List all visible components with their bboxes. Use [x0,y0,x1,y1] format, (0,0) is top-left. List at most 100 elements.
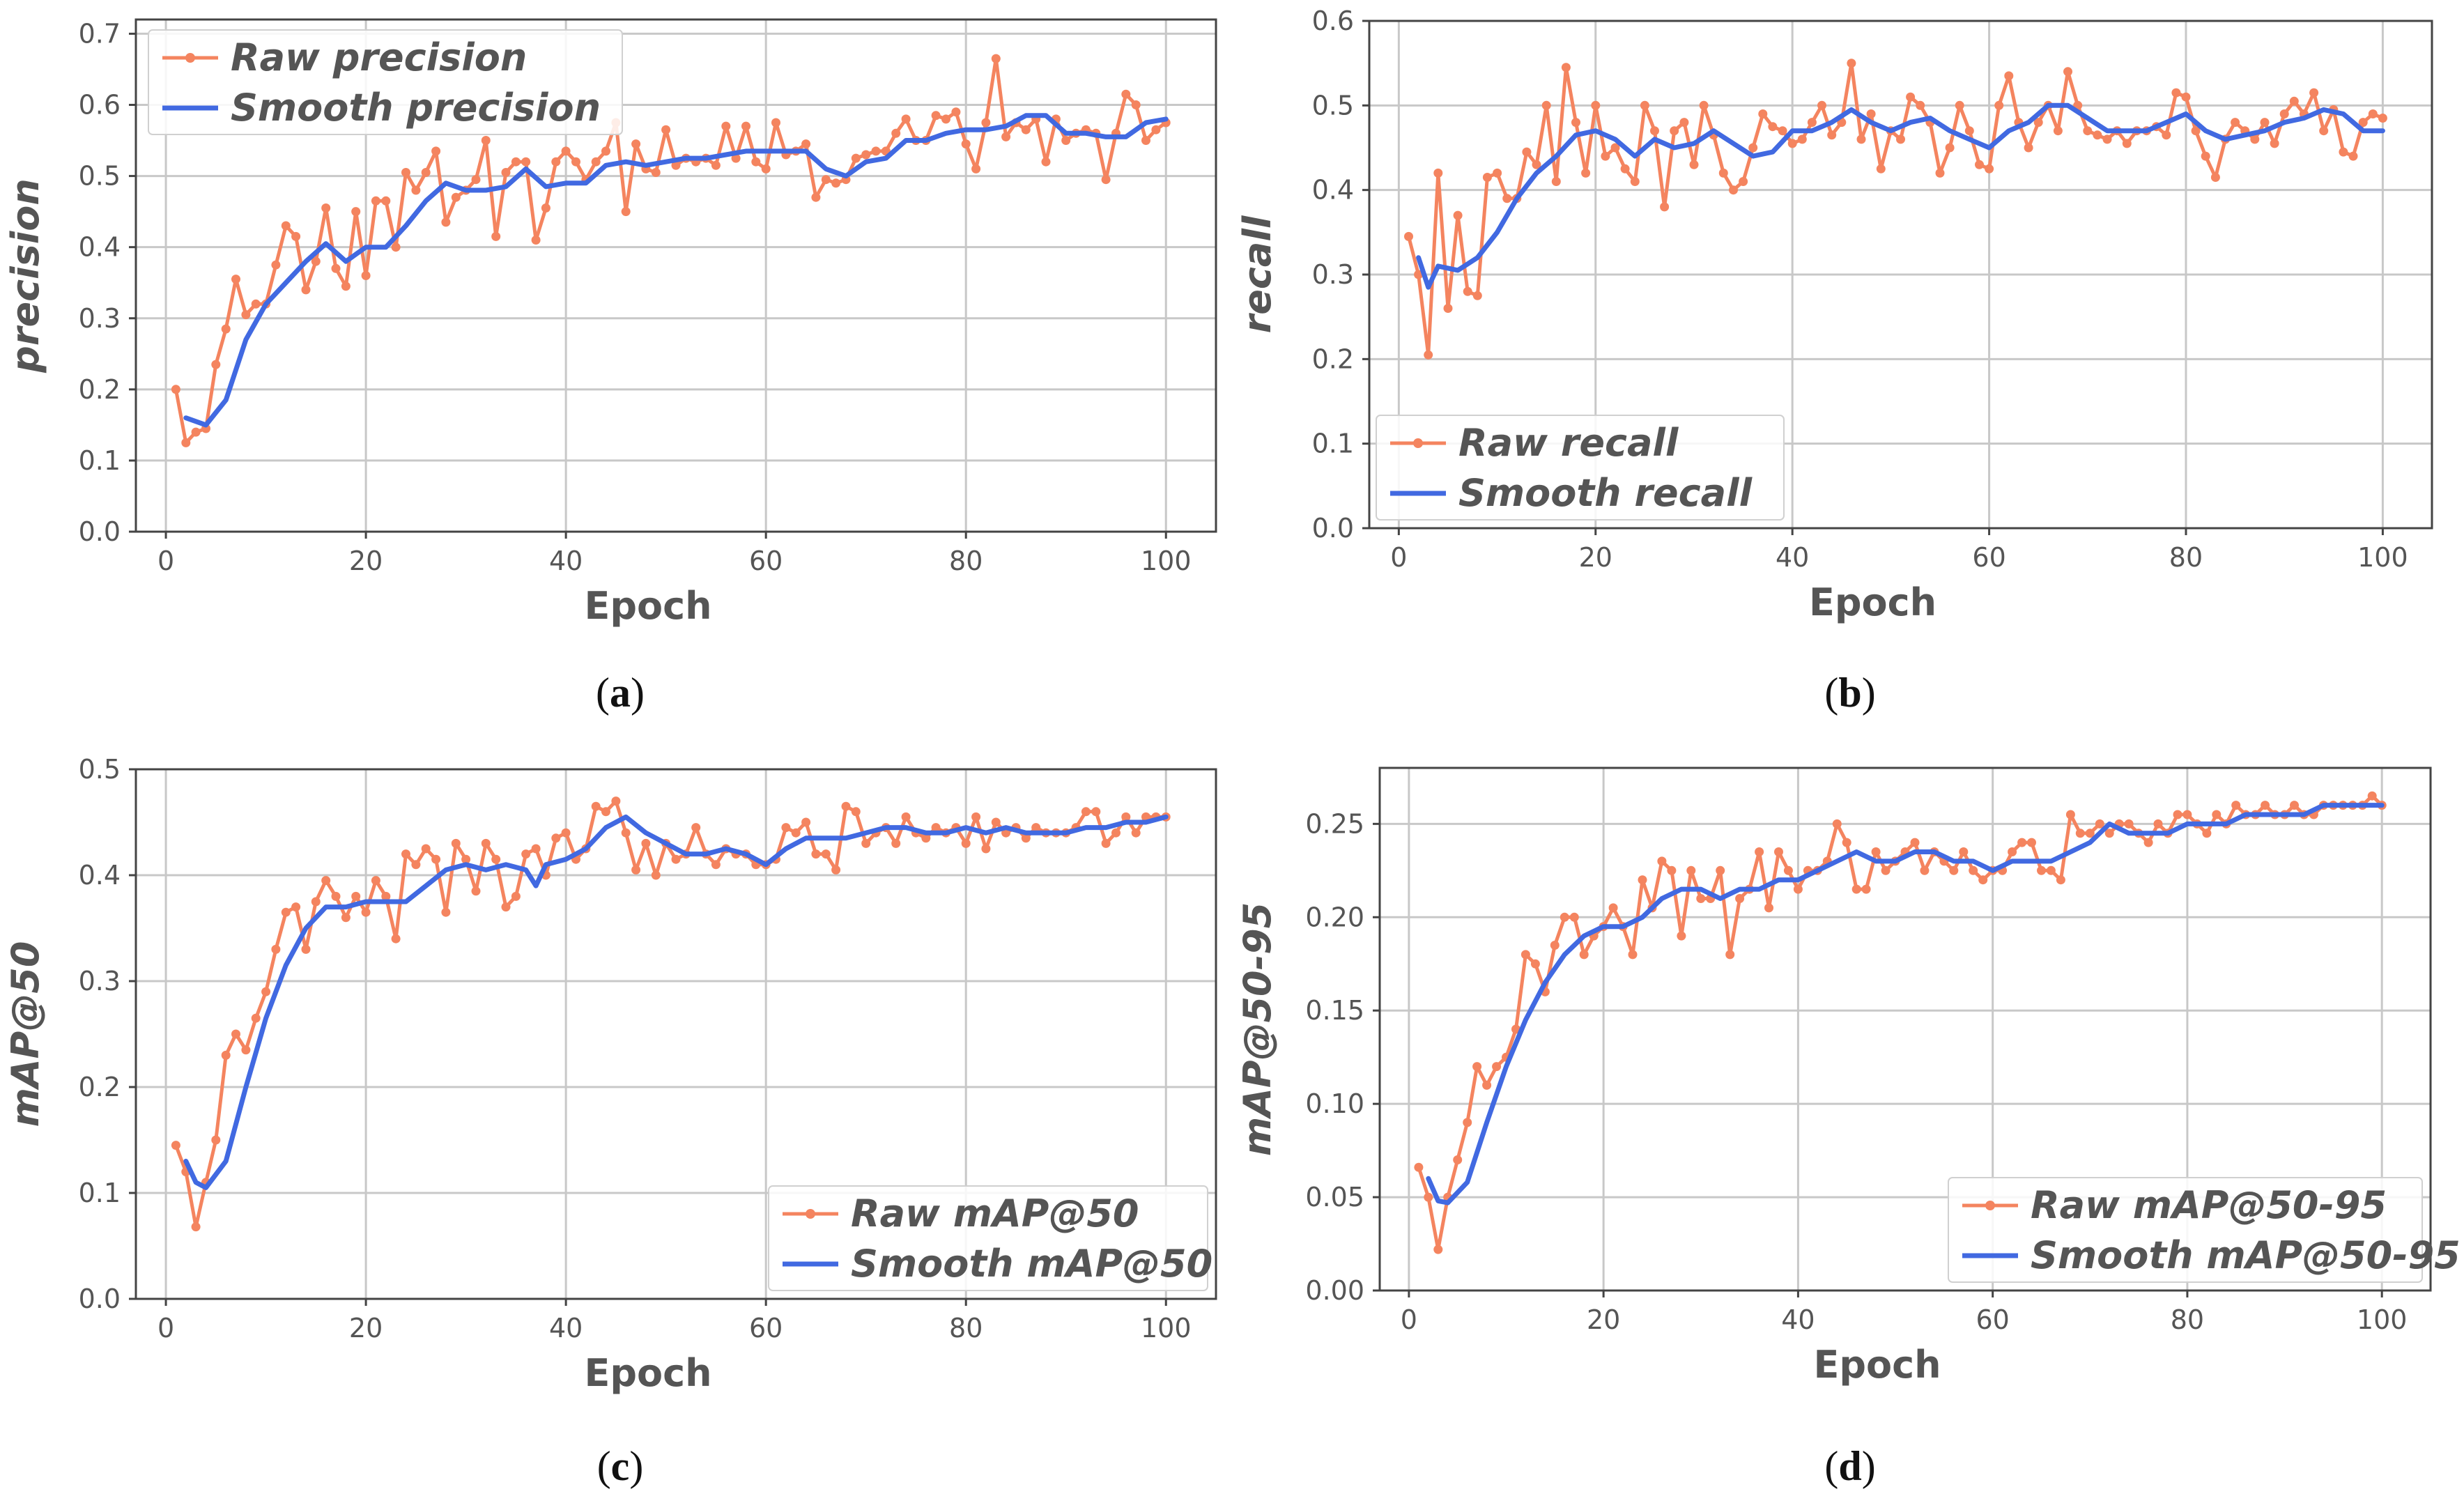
raw-data-point [2143,838,2153,847]
raw-data-point [1551,177,1561,186]
legend-box [1948,1177,2423,1283]
x-tick-label: 100 [2357,1304,2408,1335]
raw-data-point [2162,130,2171,140]
raw-data-point [271,944,281,954]
raw-data-point [281,907,291,917]
raw-data-point [631,139,641,149]
raw-data-point [341,913,351,923]
y-tick-label: 0.2 [79,374,121,405]
raw-data-point [291,902,301,912]
raw-data-point [451,192,461,202]
raw-data-point [841,801,851,811]
raw-data-point [1482,1080,1492,1090]
raw-data-point [2261,801,2270,810]
raw-data-point [1916,100,1925,110]
raw-data-point [421,168,431,177]
raw-data-point [2046,865,2056,875]
raw-data-point [601,807,610,817]
raw-data-point [2037,865,2046,875]
x-tick-label: 20 [349,1313,383,1343]
raw-data-point [2024,143,2033,153]
raw-data-point [671,854,681,864]
raw-data-point [171,1141,180,1150]
legend-box [768,1185,1208,1291]
raw-data-point [1640,100,1649,110]
raw-data-point [241,310,251,320]
raw-data-point [361,907,371,917]
raw-data-point [1949,865,1959,875]
raw-data-point [321,876,331,886]
raw-data-point [451,838,461,848]
raw-data-point [591,801,601,811]
raw-data-point [1964,126,1974,136]
raw-data-point [251,1013,261,1023]
raw-data-point [1881,865,1891,875]
raw-data-point [2027,838,2036,847]
y-tick-label: 0.3 [79,303,121,334]
x-tick-label: 60 [749,1313,783,1343]
raw-data-point [291,231,301,241]
chart-svg-a: 0 20 40 60 80 100 0.0 0.1 0.2 0.3 0.4 0.5 0.6 0.7 Epoc… [3,18,1217,628]
raw-data-point [561,828,571,838]
raw-data-point [1560,912,1569,922]
raw-data-point [2008,847,2017,856]
raw-data-point [1764,903,1773,913]
raw-data-point [1530,959,1540,969]
raw-data-point [301,944,311,954]
raw-data-point [321,203,331,213]
raw-data-point [801,139,811,149]
raw-data-point [211,360,221,369]
x-tick-label: 20 [349,546,383,576]
raw-data-point [1638,875,1647,885]
legend-marker [185,53,195,63]
plot-frame [134,18,1217,533]
legend-label: Raw precision [231,36,527,79]
raw-data-point [531,844,541,854]
raw-data-point [811,192,821,202]
raw-data-point [671,160,681,170]
raw-data-point [2201,151,2210,161]
legend-label: Smooth recall [1458,471,1753,515]
raw-data-point [2181,92,2191,102]
raw-data-point [921,833,931,843]
raw-data-point [1920,865,1930,875]
raw-data-point [561,146,571,156]
x-tick-label: 60 [1976,1304,2009,1335]
raw-data-point [1959,847,1969,856]
x-tick-label: 40 [1781,1304,1815,1335]
raw-data-point [2065,810,2075,819]
raw-data-point [1670,126,1679,136]
chart-panel-map50-95: 0 20 40 60 80 100 0.00 0.05 0.10 0.15 0.20 0.25 Epoc… [1232,753,2464,1449]
chart-svg-b: 0 20 40 60 80 100 0.0 0.1 0.2 0.3 0.4 0.5 0.6 Epoch re… [1235,6,2433,624]
raw-data-point [721,121,731,131]
legend: Raw mAP@50 Smooth mAP@50 [768,1185,1212,1291]
raw-data-point [711,860,721,870]
series-line-raw-precision [174,56,1168,445]
raw-data-point [341,282,351,291]
raw-data-point [1111,828,1121,838]
raw-data-point [981,118,991,128]
raw-data-point [391,934,401,943]
raw-data-point [1021,125,1031,134]
x-tick-label: 20 [1579,542,1612,573]
legend-label: Smooth mAP@50 [851,1242,1212,1286]
raw-data-point [591,157,601,167]
raw-data-point [2348,151,2358,161]
raw-data-point [1935,168,1945,178]
raw-data-point [521,849,531,859]
raw-data-point [1151,125,1161,134]
legend: Raw precision Smooth precision [148,29,623,135]
raw-data-point [621,207,631,217]
raw-data-point [1729,185,1738,195]
y-tick-label: 0.3 [1312,259,1354,290]
raw-data-point [951,107,961,117]
raw-data-point [411,860,421,870]
y-tick-label: 0.2 [1312,344,1354,374]
y-tick-label: 0.0 [79,516,121,547]
x-tick-label: 80 [949,546,983,576]
raw-data-point [461,854,471,864]
raw-data-point [1910,838,1920,847]
x-tick-label: 40 [549,546,583,576]
raw-data-point [1842,838,1851,847]
raw-data-point [1001,132,1011,141]
